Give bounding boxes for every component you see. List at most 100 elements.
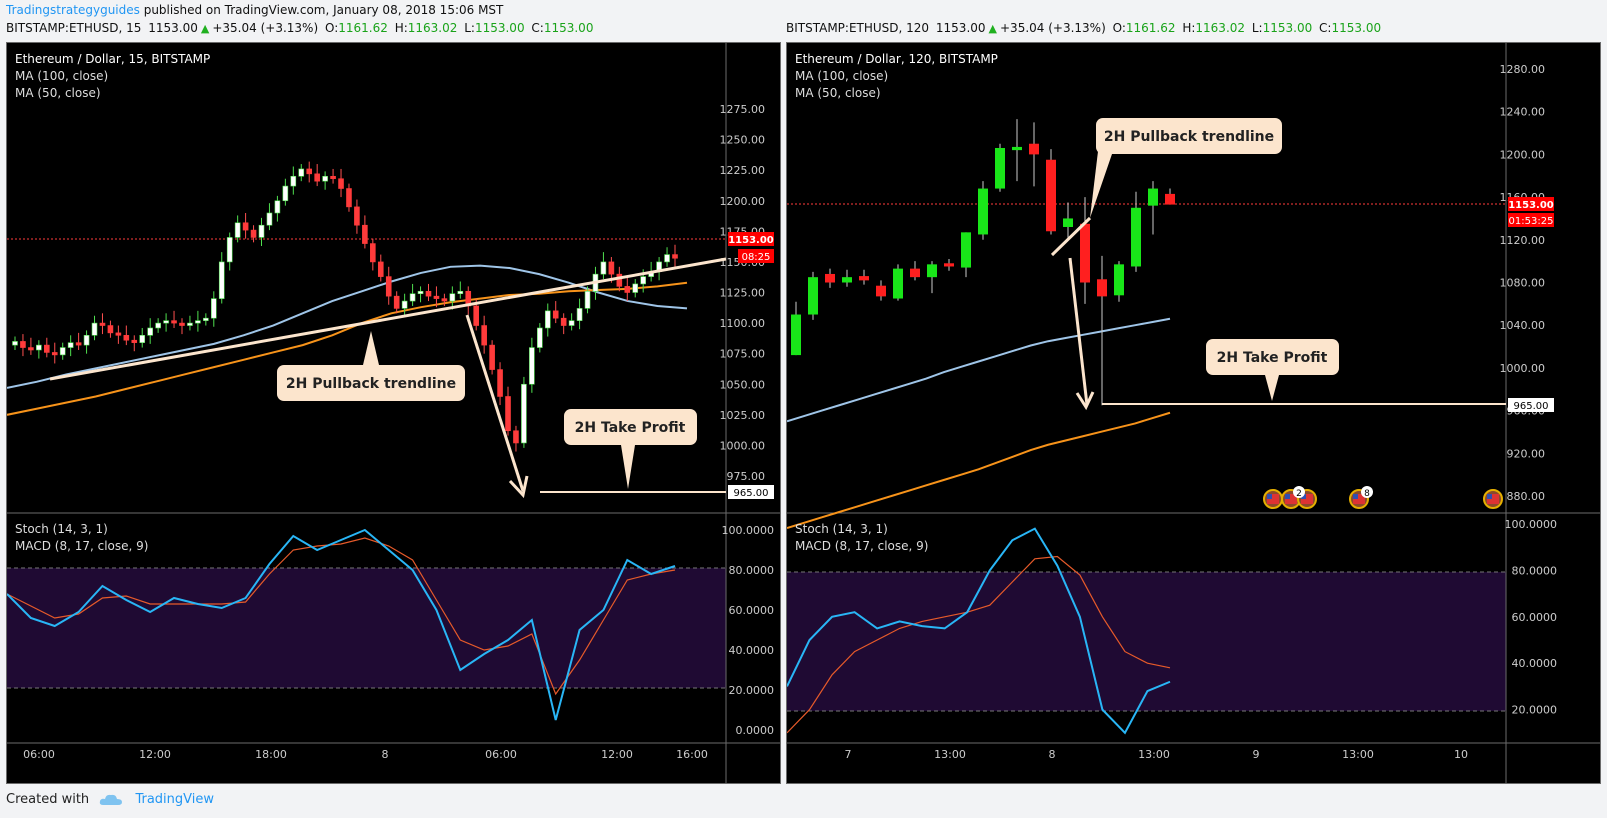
right-symbol-line: BITSTAMP:ETHUSD, 120 1153.00 ▲ +35.04 (+3.… — [786, 21, 1384, 35]
candle-body — [99, 322, 106, 326]
price-tick-label: 1000.00 — [1500, 362, 1546, 375]
time-tick-label: 9 — [1253, 748, 1260, 761]
candle-body — [672, 254, 678, 259]
candle-body — [163, 320, 169, 324]
take-profit-badge-text: 965.00 — [1514, 401, 1549, 412]
candle-body — [576, 308, 583, 321]
candle-body — [961, 232, 971, 268]
right-chart-svg[interactable]: 880.00920.00960.001000.001040.001080.001… — [787, 43, 1601, 784]
countdown-badge — [1508, 213, 1554, 227]
published-text: published on TradingView.com, January 08… — [139, 3, 504, 17]
price-tick-label: 1100.00 — [720, 317, 766, 330]
callout-take-profit[interactable]: 2H Take Profit — [1206, 339, 1339, 401]
candles — [791, 119, 1175, 406]
right-low-label: L: — [1251, 21, 1263, 35]
time-tick-label: 10 — [1454, 748, 1468, 761]
price-badge — [1508, 197, 1554, 211]
candle-body — [179, 322, 185, 326]
take-profit-badge — [728, 485, 774, 499]
candle-body — [36, 344, 42, 351]
candle-body — [59, 347, 66, 356]
pullback-trendline[interactable] — [1050, 216, 1092, 257]
candle-body — [274, 200, 281, 214]
ma-path — [787, 411, 1171, 529]
event-flag-icon[interactable] — [1483, 489, 1503, 509]
candle-body — [978, 188, 988, 235]
stoch-legend: Stoch (14, 3, 1) — [15, 522, 108, 536]
price-tick-label: 880.00 — [1507, 490, 1546, 503]
created-with-text: Created with — [6, 792, 90, 807]
callout-trendline[interactable]: 2H Pullback trendline — [1090, 118, 1282, 218]
price-tick-label: 1280.00 — [1500, 63, 1546, 76]
oscillator-tick-label: 100.0000 — [722, 524, 775, 537]
callout-trendline-text: 2H Pullback trendline — [286, 376, 456, 392]
candle-body — [664, 254, 670, 263]
ma50-legend: MA (50, close) — [15, 86, 101, 100]
pullback-trendline[interactable] — [49, 257, 727, 381]
price-tick-label: 920.00 — [1507, 447, 1546, 460]
ma-path — [787, 317, 1171, 423]
candle-body — [544, 310, 551, 329]
candle-body — [242, 222, 249, 231]
candle-body — [282, 185, 289, 202]
ma-path — [7, 264, 688, 389]
time-axis: 06:00 12:00 18:00 8 06:00 12:00 16:00 — [23, 748, 708, 761]
callout-trendline-text: 2H Pullback trendline — [1104, 129, 1274, 145]
callout-take-profit[interactable]: 2H Take Profit — [564, 409, 697, 489]
callout-take-profit-text: 2H Take Profit — [575, 420, 686, 436]
event-flag-icon[interactable] — [1263, 489, 1283, 509]
time-tick-label: 7 — [845, 748, 852, 761]
countdown-badge — [738, 249, 774, 263]
candle-body — [298, 168, 305, 177]
candle-body — [83, 335, 90, 346]
candle-body — [147, 327, 153, 336]
oscillator-tick-label: 20.0000 — [1512, 704, 1558, 717]
price-tick-label: 1050.00 — [720, 378, 766, 391]
left-change: +35.04 (+3.13%) — [212, 21, 319, 35]
left-chart-svg[interactable]: 975.00 1000.00 1025.00 1050.00 1075.00 1100.0… — [7, 43, 781, 784]
price-axis: 880.00920.00960.001000.001040.001080.001… — [1500, 63, 1546, 503]
author-link[interactable]: Tradingstrategyguides — [6, 3, 140, 17]
candle-body — [28, 347, 34, 351]
oscillator-tick-label: 100.0000 — [1505, 518, 1558, 531]
price-tick-label: 1200.00 — [720, 195, 766, 208]
candle-body — [370, 243, 376, 263]
candle-body — [195, 320, 201, 324]
candle-body — [552, 310, 559, 319]
oscillator-tick-label: 20.0000 — [729, 684, 775, 697]
left-close: 1153.00 — [543, 21, 594, 35]
candle-body — [258, 224, 265, 238]
take-profit-badge — [1508, 398, 1554, 412]
candle-body — [1029, 143, 1039, 155]
candle-body — [425, 290, 432, 297]
callout-trendline[interactable]: 2H Pullback trendline — [277, 331, 465, 401]
candle-body — [632, 283, 639, 293]
event-count-text: 8 — [1364, 489, 1370, 499]
tradingview-link[interactable]: TradingView — [135, 792, 214, 807]
macd-legend: MACD (8, 17, close, 9) — [15, 539, 148, 553]
candle-body — [20, 341, 26, 348]
left-chart-panel[interactable]: 975.00 1000.00 1025.00 1050.00 1075.00 1100.0… — [6, 42, 781, 784]
time-tick-label: 16:00 — [676, 748, 708, 761]
candle-body — [401, 300, 408, 309]
candle-body — [910, 268, 920, 278]
candle-body — [226, 237, 233, 263]
price-tick-label: 975.00 — [727, 470, 766, 483]
chart-title: Ethereum / Dollar, 15, BITSTAMP — [15, 52, 210, 66]
candle-body — [155, 322, 161, 329]
candle-body — [203, 317, 209, 321]
left-symbol-line: BITSTAMP:ETHUSD, 15 1153.00 ▲ +35.04 (+3.1… — [6, 21, 596, 35]
candle-body — [1012, 146, 1022, 151]
candle-body — [67, 342, 74, 348]
candle-body — [1097, 279, 1107, 297]
candle-body — [505, 396, 511, 432]
candle-body — [362, 224, 368, 244]
tradingview-cloud-icon — [100, 794, 123, 805]
right-close: 1153.00 — [1331, 21, 1382, 35]
right-chart-panel[interactable]: 880.00920.00960.001000.001040.001080.001… — [786, 42, 1601, 784]
candle-body — [75, 342, 82, 346]
candle-body — [115, 332, 122, 336]
candle-body — [1080, 223, 1090, 283]
take-profit-badge-text: 965.00 — [734, 488, 769, 499]
price-tick-label: 1240.00 — [1500, 106, 1546, 119]
